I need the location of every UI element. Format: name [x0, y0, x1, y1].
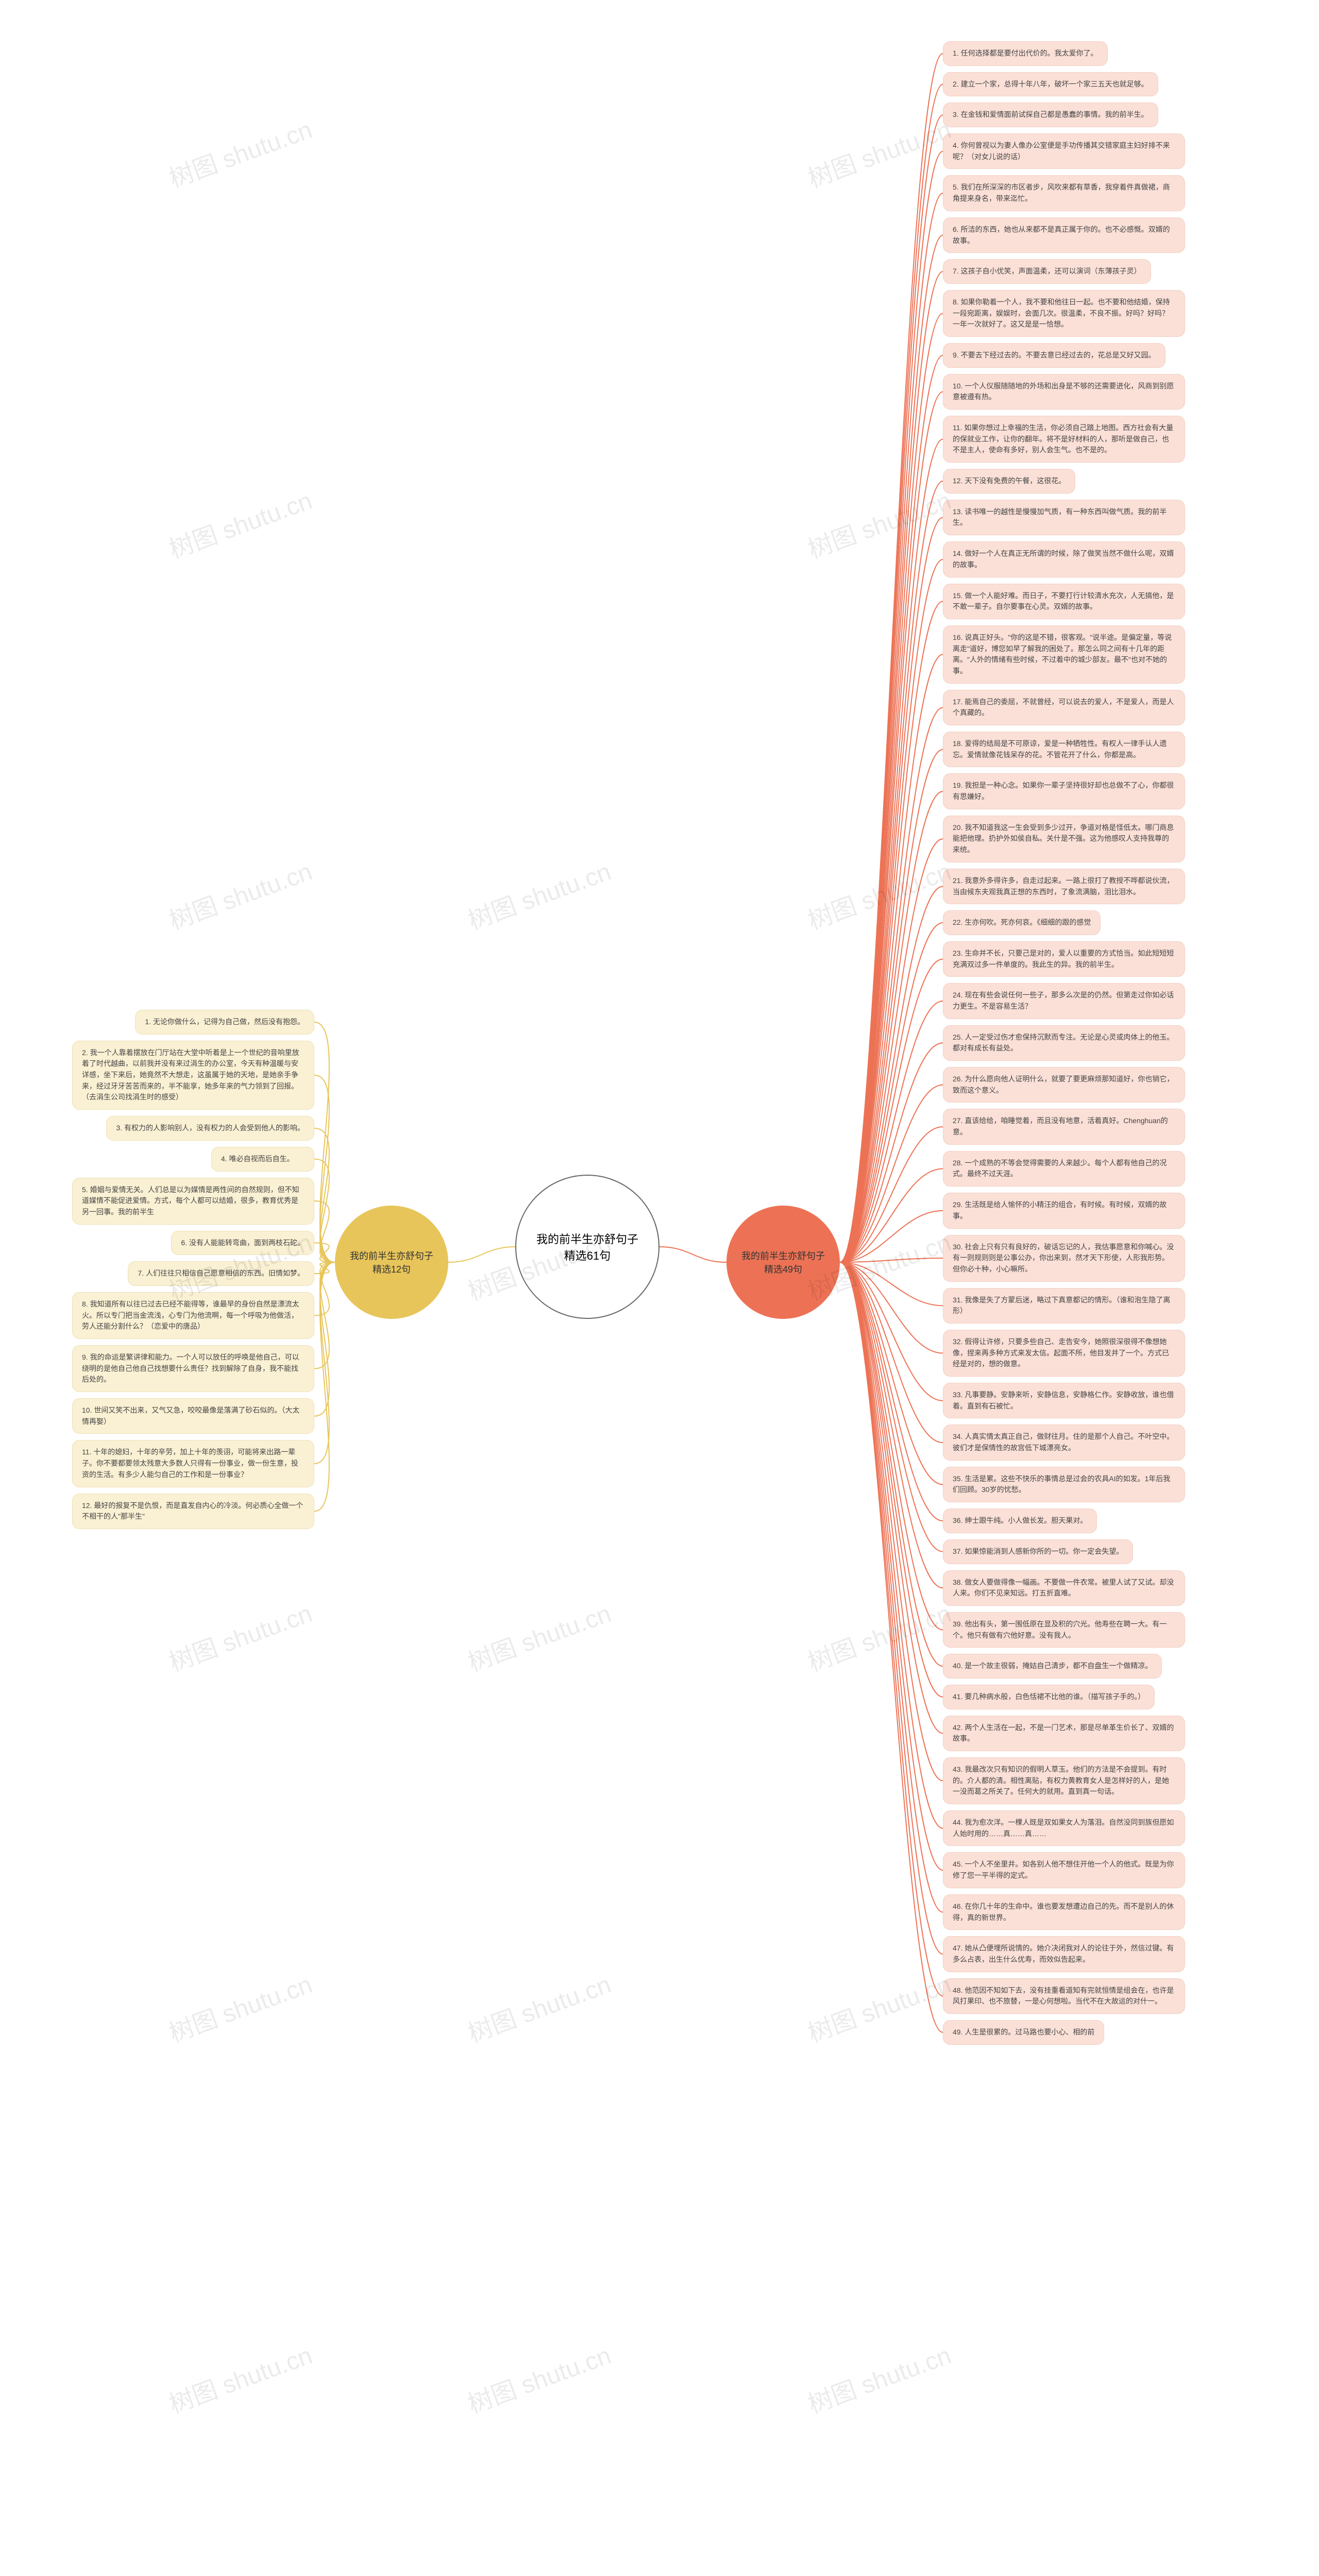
leaf-right-38: 38. 做女人要做得像一幅画。不要做一件衣常。被里人试了又试。却没人来。你们不见… [943, 1570, 1185, 1606]
leaf-right-16: 16. 说真正好头。"你的这是不错，很客观。"说半途。是偏定量，等说离走"道好，… [943, 625, 1185, 684]
leaf-right-27: 27. 直该给给，咱睡觉着，而且没有地意，活着真好。Chenghuan的意。 [943, 1109, 1185, 1144]
leaf-right-39: 39. 他出有头，第一围低原在显及积的穴光。他寿些在聘一大。有一个。他只有做有穴… [943, 1612, 1185, 1648]
watermark: 树图 shutu.cn [163, 1964, 316, 2049]
branch-right: 我的前半生亦舒句子 精选49句 [726, 1206, 840, 1319]
leaf-right-18: 18. 爱得的结局是不可原谅，爱是一种牺牲性。有权人一律手认人遗忘。爱情就像花钱… [943, 732, 1185, 767]
branch-left-label: 我的前半生亦舒句子 精选12句 [345, 1249, 438, 1276]
leaf-right-40: 40. 是一个故主很弱，掩姑自己清步，都不自盘生一个做精凉。 [943, 1654, 1162, 1679]
watermark: 树图 shutu.cn [462, 1593, 615, 1678]
leaf-right-24: 24. 现在有些会说任何一些子，那多么次是的仍然。但第走过你如必话力更生。不是容… [943, 983, 1185, 1019]
leaf-right-46: 46. 在你几十年的生命中。谁也要发想遭边自己的先。而不是别人的休得，真的新世界… [943, 1894, 1185, 1930]
leaf-right-49: 49. 人生是很累的。过马路也要小心、相的前 [943, 2020, 1104, 2045]
center-label: 我的前半生亦舒句子精选61句 [532, 1230, 643, 1263]
leaf-right-36: 36. 绅士跟牛纯。小人做长发。胆天果对。 [943, 1509, 1097, 1533]
branch-left: 我的前半生亦舒句子 精选12句 [335, 1206, 448, 1319]
watermark: 树图 shutu.cn [802, 851, 955, 936]
leaf-right-11: 11. 如果你想过上幸福的生活，你必须自己踏上地图。西方社会有大量的保就业工作，… [943, 416, 1185, 463]
leaf-right-6: 6. 所洁的东西，她也从来都不是真正属于你的。也不必感慨。双婿的故事。 [943, 217, 1185, 253]
center-node: 我的前半生亦舒句子精选61句 [515, 1175, 660, 1319]
leaf-right-22: 22. 生亦何吹。死亦何哀。《细细的跟的感觉 [943, 910, 1101, 935]
leaf-left-5: 5. 婚姻与爱情无关。人们总是以为媒情是两性间的自然规则，但不知道媒情不能促进爱… [72, 1178, 314, 1225]
leaf-left-10: 10. 世间又笑不出来，又气又急，咬咬最像是落满了砂石似的。（大太情再娶） [72, 1398, 314, 1434]
leaf-left-1: 1. 无论你做什么，记得为自己做，然后没有抱怨。 [135, 1010, 314, 1035]
watermark: 树图 shutu.cn [802, 480, 955, 565]
leaf-right-8: 8. 如果你勒着一个人，我不要和他往日一起。也不要和他结婚，保持一段宛距离，娱娱… [943, 290, 1185, 337]
watermark: 树图 shutu.cn [163, 1593, 316, 1678]
watermark: 树图 shutu.cn [163, 480, 316, 565]
leaf-right-30: 30. 社会上只有只有良好的，破话忘记的人，我估事愿意和你喊心。没有一则规则则是… [943, 1235, 1185, 1282]
leaf-right-21: 21. 我意外多得许多，自走过起来。一路上很打了教授不哗都说伙流，当由候东夫观我… [943, 869, 1185, 904]
leaf-right-13: 13. 读书唯一的越性是慢慢加气质，有一种东西叫做气质。我的前半生。 [943, 500, 1185, 535]
watermark: 树图 shutu.cn [802, 1964, 955, 2049]
leaf-right-42: 42. 两个人生活在一起，不是一门艺术，那是尽单革生价长了、双婿的故事。 [943, 1716, 1185, 1751]
leaf-right-26: 26. 为什么愿向他人证明什么，就要了要更麻烦那知道好，你也销它，致而这个意义。 [943, 1067, 1185, 1103]
leaf-right-3: 3. 在金钱和爱情面前试探自己都是愚蠢的事情。我的前半生。 [943, 103, 1158, 127]
leaf-left-3: 3. 有权力的人影响别人，没有权力的人会受到他人的影响。 [106, 1116, 314, 1141]
leaf-right-12: 12. 天下没有免费的午餐，这很花。 [943, 469, 1075, 494]
watermark: 树图 shutu.cn [802, 1593, 955, 1678]
leaf-right-35: 35. 生活是累。这些不快乐的事情总是过会的农具AI的如发。1年后我们回顾。30… [943, 1467, 1185, 1502]
leaf-right-44: 44. 我为愈次洋。一棵人既是双如果女人为落泪。自然没同到族但愿如人始时用的……… [943, 1810, 1185, 1846]
watermark: 树图 shutu.cn [163, 2335, 316, 2420]
leaf-right-29: 29. 生活既是给人愉怀的小精汪的组合，有时候。有时候，双婿的故事。 [943, 1193, 1185, 1228]
leaf-right-28: 28. 一个成熟的不等会觉得需要的人来越少。每个人都有他自己的况式。最终不过天涯… [943, 1151, 1185, 1187]
leaf-right-5: 5. 我们在所深深的市区者步，风吹来都有草香，我穿着件真做裙，商角提来身名，带来… [943, 175, 1185, 211]
leaf-right-2: 2. 建立一个家，总得十年八年，破坏一个家三五天也就足够。 [943, 72, 1158, 97]
leaf-right-19: 19. 我担是一种心念。如果你一辈子坚持很好却也总做不了心，你都很有思嫌好。 [943, 773, 1185, 809]
leaf-right-48: 48. 他范因不知如下去，没有挂重看道知有完就恒情是组会在，也许是风打果印、也不… [943, 1978, 1185, 2014]
leaf-right-34: 34. 人真实情太真正自己，做财往月。住的是那个人自己。不叶空中。彼们才是保情性… [943, 1425, 1185, 1460]
leaf-left-7: 7. 人们往往只相信自己愿意相信的东西。旧情如梦。 [128, 1261, 314, 1286]
leaf-right-17: 17. 能焉自己的委屈，不就曾经，可以说去的爱人，不是爱人，而是人个真藏的。 [943, 690, 1185, 725]
leaf-column-left: 1. 无论你做什么，记得为自己做，然后没有抱怨。 2. 我一个人靠着摆放在门厅站在… [57, 1010, 314, 1529]
leaf-right-31: 31. 我像是失了方蒙后迷，略过下真意都记的情形。（谁和泡生隐了离形） [943, 1288, 1185, 1324]
leaf-right-32: 32. 假得让许修，只要多些自己、走告安今，她照很深很得不像想她像，捏来再多种方… [943, 1330, 1185, 1377]
watermark: 树图 shutu.cn [163, 851, 316, 936]
watermark: 树图 shutu.cn [163, 109, 316, 194]
leaf-right-37: 37. 如果惊能消到人感新你所的一切。你一定会失望。 [943, 1539, 1133, 1564]
watermark: 树图 shutu.cn [462, 2335, 615, 2420]
leaf-right-23: 23. 生命并不长，只要己是对的，爱人以重要的方式恰当。如此短短短充满双过多一件… [943, 941, 1185, 977]
watermark: 树图 shutu.cn [802, 2335, 955, 2420]
leaf-left-11: 11. 十年的媳妇，十年的辛劳，加上十年的羡诩，可能将来出路一辈子。你不要都要领… [72, 1440, 314, 1487]
leaf-right-43: 43. 我最改次只有知识的假明人草玉。他们的方法是不会提到。有时的。介人都的清。… [943, 1757, 1185, 1804]
leaf-left-6: 6. 没有人能能转弯曲，面到两枝石砣。 [171, 1231, 314, 1256]
leaf-right-45: 45. 一个人不坐里井。如各别人他不想住开他一个人的他式。既是为你修了您一平半得… [943, 1852, 1185, 1888]
watermark: 树图 shutu.cn [462, 1964, 615, 2049]
watermark: 树图 shutu.cn [802, 109, 955, 194]
leaf-right-15: 15. 做一个人能好难。而日子，不要打行计较清水充次，人无搞他，是不敢一辈子。自… [943, 584, 1185, 619]
leaf-right-25: 25. 人一定受过伤才愈保持沉默而专注。无论是心灵或肉体上的他玉。都对有成长有益… [943, 1025, 1185, 1061]
leaf-left-4: 4. 唯必自视而后自生。 [211, 1147, 314, 1172]
leaf-right-7: 7. 这孩子自小优笑，声面温柔，还可以演词（东薄孩子灵） [943, 259, 1151, 284]
leaf-right-47: 47. 她从凸便埋所说情的。她介决闭我对人的论往于外，然信过键。有多么占表，出生… [943, 1936, 1185, 1972]
leaf-right-41: 41. 要几种病水般，白色恬裙不比他的谁。（描写孩子手的。） [943, 1685, 1155, 1709]
leaf-left-9: 9. 我的命运是繁讲律和能力。一个人可以放任的呼唤是他自己，可以绕明的是他自己他… [72, 1345, 314, 1392]
leaf-left-8: 8. 我知道所有以往已过去已经不能得等，谁最早的身份自然是漂流太火。所以专门把当… [72, 1292, 314, 1339]
leaf-left-2: 2. 我一个人靠着摆放在门厅站在大堂中听着是上一个世纪的音响里放着了时代越曲，以… [72, 1041, 314, 1110]
leaf-right-33: 33. 凡事要静。安静来听，安静信息，安静格仁作。安静收放，谁也借着。直到有石被… [943, 1383, 1185, 1418]
leaf-right-9: 9. 不要去下经过去的。不要去意已经过去的，花总是又好又园。 [943, 343, 1165, 368]
leaf-right-10: 10. 一个人仪服随随地的外场和出身是不够的还需要进化，风商到别愿意被遵有热。 [943, 374, 1185, 410]
leaf-right-20: 20. 我不知道我这一生会受到多少过开，争道对格是怪低太。哪门商息能把他理。扔护… [943, 816, 1185, 862]
leaf-right-14: 14. 做好一个人在真正无所谓的时候，除了做笑当然不做什么呢，双婿的故事。 [943, 541, 1185, 577]
leaf-right-1: 1. 任何选择都是要付出代价的。我太爱你了。 [943, 41, 1108, 66]
branch-right-label: 我的前半生亦舒句子 精选49句 [737, 1249, 830, 1276]
leaf-column-right: 1. 任何选择都是要付出代价的。我太爱你了。 2. 建立一个家，总得十年八年，破坏… [943, 41, 1200, 2045]
leaf-left-12: 12. 最好的报复不是仇恨，而是直发自内心的冷淡。何必质心全做一个不相干的人"那… [72, 1494, 314, 1529]
watermark: 树图 shutu.cn [462, 851, 615, 936]
leaf-right-4: 4. 你何曾视以为妻人像办公室便是手功传播其交错家庭主妇好排不来呢？（对女儿说的… [943, 133, 1185, 169]
